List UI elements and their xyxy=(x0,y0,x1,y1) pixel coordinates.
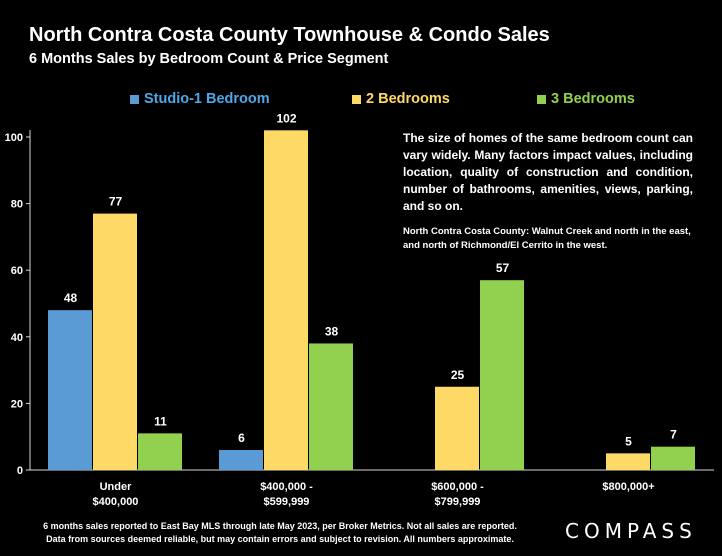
data-label: 5 xyxy=(625,434,632,448)
bar-2-bedrooms xyxy=(93,213,137,470)
bar-studio-1-bedroom xyxy=(219,450,263,470)
bar-2-bedrooms xyxy=(606,453,650,470)
y-tick-label: 20 xyxy=(11,398,23,410)
data-label: 57 xyxy=(496,261,510,275)
y-tick-label: 40 xyxy=(11,332,23,344)
legend-label: Studio-1 Bedroom xyxy=(144,91,270,107)
legend-swatch xyxy=(537,94,546,104)
bar-2-bedrooms xyxy=(435,386,479,470)
x-tick-label: $400,000 xyxy=(93,496,139,508)
x-tick-label: Under xyxy=(100,481,133,493)
x-tick-label: $400,000 - xyxy=(260,481,313,493)
bar-3-bedrooms xyxy=(651,446,695,470)
y-tick-label: 0 xyxy=(17,465,23,477)
legend-swatch xyxy=(130,94,139,104)
legend: Studio-1 Bedroom 2 Bedrooms 3 Bedrooms xyxy=(0,91,722,111)
footer-line-2: Data from sources deemed reliable, but m… xyxy=(46,534,514,544)
y-tick-label: 60 xyxy=(11,265,23,277)
compass-logo: COMPASS xyxy=(565,519,697,543)
data-label: 25 xyxy=(451,368,465,382)
bar-3-bedrooms xyxy=(480,280,524,470)
footer-notes: 6 months sales reported to East Bay MLS … xyxy=(0,520,560,546)
bar-3-bedrooms xyxy=(309,343,353,470)
legend-item-2-bedrooms: 2 Bedrooms xyxy=(352,91,450,107)
legend-item-studio-1-bedroom: Studio-1 Bedroom xyxy=(130,91,270,107)
legend-label: 2 Bedrooms xyxy=(366,91,450,107)
x-tick-label: $800,000+ xyxy=(602,481,654,493)
y-tick-label: 100 xyxy=(5,132,23,144)
legend-label: 3 Bedrooms xyxy=(551,91,635,107)
bar-3-bedrooms xyxy=(138,433,182,470)
data-label: 7 xyxy=(670,428,677,442)
data-label: 6 xyxy=(238,431,245,445)
data-label: 102 xyxy=(276,111,296,125)
chart-subtitle: 6 Months Sales by Bedroom Count & Price … xyxy=(29,51,389,67)
chart-title: North Contra Costa County Townhouse & Co… xyxy=(29,24,550,46)
data-label: 38 xyxy=(325,324,339,338)
x-tick-label: $599,999 xyxy=(264,496,310,508)
data-label: 77 xyxy=(109,195,123,209)
footer-line-1: 6 months sales reported to East Bay MLS … xyxy=(43,521,517,531)
data-label: 11 xyxy=(154,414,167,428)
x-tick-label: $799,999 xyxy=(435,496,481,508)
data-label: 48 xyxy=(64,291,78,305)
bar-studio-1-bedroom xyxy=(48,310,92,470)
legend-swatch xyxy=(352,94,361,104)
x-tick-label: $600,000 - xyxy=(431,481,484,493)
region-note: North Contra Costa County: Walnut Creek … xyxy=(403,226,691,251)
chart-note: The size of homes of the same bedroom co… xyxy=(403,131,693,213)
bar-2-bedrooms xyxy=(264,130,308,470)
legend-item-3-bedrooms: 3 Bedrooms xyxy=(537,91,635,107)
y-tick-label: 80 xyxy=(11,199,23,211)
